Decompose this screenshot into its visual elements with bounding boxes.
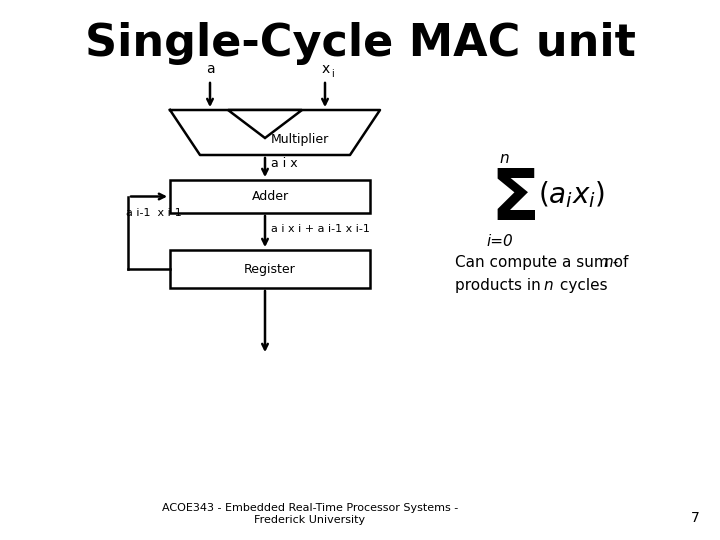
Bar <box>170 250 370 288</box>
Text: Register: Register <box>244 262 296 275</box>
Text: i: i <box>330 69 333 79</box>
Text: i=0: i=0 <box>487 234 513 249</box>
Text: a i x: a i x <box>271 157 297 170</box>
Text: n: n <box>499 151 509 166</box>
Text: a i-1  x i-1: a i-1 x i-1 <box>126 208 181 218</box>
Text: Can compute a sum of: Can compute a sum of <box>455 255 634 270</box>
Text: $\mathbf{\Sigma}$: $\mathbf{\Sigma}$ <box>490 165 536 234</box>
Text: n: n <box>543 278 553 293</box>
Text: cycles: cycles <box>555 278 608 293</box>
Text: x: x <box>322 62 330 76</box>
Text: Single-Cycle MAC unit: Single-Cycle MAC unit <box>84 22 636 65</box>
Text: a i x i + a i-1 x i-1: a i x i + a i-1 x i-1 <box>271 224 370 233</box>
Text: ACOE343 - Embedded Real-Time Processor Systems -
Frederick University: ACOE343 - Embedded Real-Time Processor S… <box>162 503 458 525</box>
Text: Adder: Adder <box>251 190 289 203</box>
Text: Multiplier: Multiplier <box>271 133 329 146</box>
Bar <box>170 180 370 213</box>
Text: 7: 7 <box>691 511 700 525</box>
Text: $(a_i x_i)$: $(a_i x_i)$ <box>538 180 605 211</box>
Text: products in: products in <box>455 278 546 293</box>
Polygon shape <box>228 110 302 138</box>
Text: a: a <box>206 62 215 76</box>
Text: n-: n- <box>603 255 618 270</box>
